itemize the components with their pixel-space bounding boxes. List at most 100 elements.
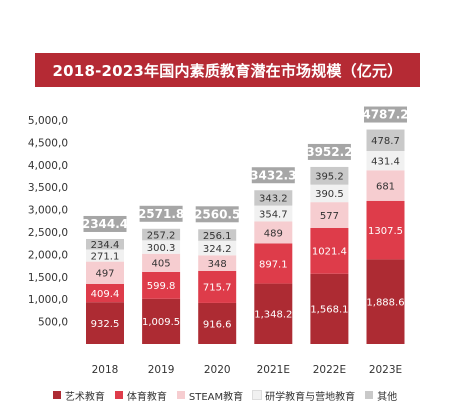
data-label: 409.4 bbox=[91, 289, 120, 300]
bar-segment bbox=[310, 184, 349, 203]
data-label: 405 bbox=[152, 259, 171, 270]
bar-segment bbox=[254, 221, 293, 244]
y-tick-label: 4,000,0 bbox=[28, 160, 68, 172]
legend-item: 体育教育 bbox=[114, 388, 167, 403]
total-label: 4787.2 bbox=[362, 108, 408, 122]
legend-label: 研学教育与营地教育 bbox=[265, 391, 356, 403]
bar-segment bbox=[254, 283, 293, 344]
data-label: 348 bbox=[208, 259, 227, 270]
data-label: 932.5 bbox=[91, 319, 120, 330]
data-label: 324.2 bbox=[203, 244, 232, 255]
x-tick-label: 2020 bbox=[204, 364, 231, 376]
legend-swatch bbox=[52, 391, 61, 399]
bar-segment bbox=[254, 205, 293, 222]
legend-item: 艺术教育 bbox=[52, 388, 105, 403]
bar-segment bbox=[366, 170, 405, 201]
bar-segment bbox=[142, 298, 181, 344]
bar-segment bbox=[86, 249, 124, 262]
x-tick-label: 2022E bbox=[313, 364, 346, 376]
bar-segment bbox=[86, 238, 124, 250]
total-label: 2560.5 bbox=[194, 207, 240, 221]
legend-item: 其他 bbox=[365, 388, 397, 403]
y-tick-label: 3,500,0 bbox=[28, 182, 68, 194]
legend-label: 其他 bbox=[377, 391, 398, 403]
legend-label: 艺术教育 bbox=[64, 391, 105, 403]
x-tick-label: 2018 bbox=[92, 364, 119, 376]
total-label-box bbox=[364, 106, 407, 123]
data-label: 1021.4 bbox=[312, 247, 347, 258]
total-label-box bbox=[195, 206, 239, 223]
y-tick-label: 1,500,0 bbox=[28, 272, 68, 284]
bar-segment bbox=[86, 283, 124, 303]
data-label: 478.7 bbox=[371, 136, 400, 147]
bar-segment bbox=[254, 190, 293, 206]
bar-segment bbox=[254, 243, 293, 284]
y-tick-label: 2,500,0 bbox=[28, 227, 68, 239]
data-label: 395.2 bbox=[315, 172, 344, 183]
legend-swatch bbox=[176, 391, 185, 399]
bar-segment bbox=[310, 227, 349, 274]
x-tick-label: 2021E bbox=[257, 364, 290, 376]
x-tick-label: 2019 bbox=[148, 364, 175, 376]
total-label-box bbox=[83, 215, 127, 232]
bar-segment bbox=[366, 129, 405, 151]
total-label-box bbox=[251, 167, 295, 184]
legend-swatch bbox=[365, 391, 374, 399]
data-label: 1,568.1 bbox=[310, 305, 348, 316]
data-label: 1,348.2 bbox=[254, 310, 292, 321]
bar-segment bbox=[198, 255, 237, 271]
total-label: 2344.4 bbox=[82, 217, 128, 231]
bar-segment bbox=[142, 253, 181, 272]
total-label: 3952.2 bbox=[306, 145, 352, 159]
bar-segment bbox=[86, 261, 124, 284]
legend-label: 体育教育 bbox=[126, 391, 167, 403]
data-label: 1,009.5 bbox=[142, 317, 180, 328]
total-label-box bbox=[139, 205, 183, 222]
data-label: 715.7 bbox=[203, 283, 232, 294]
legend-item: 研学教育与营地教育 bbox=[252, 388, 356, 403]
y-tick-label: 3,000,0 bbox=[28, 205, 68, 217]
legend-swatch bbox=[114, 391, 123, 399]
x-tick-label: 2023E bbox=[369, 364, 402, 376]
data-label: 897.1 bbox=[259, 259, 288, 270]
y-tick-label: 5,000,0 bbox=[28, 115, 68, 127]
bar-segment bbox=[198, 229, 237, 241]
total-label-box bbox=[307, 143, 351, 160]
data-label: 681 bbox=[376, 181, 395, 192]
bar-segment bbox=[198, 302, 237, 344]
legend-label: STEAM教育 bbox=[188, 391, 244, 403]
y-tick-label: 4,500,0 bbox=[28, 137, 68, 149]
data-label: 256.1 bbox=[203, 231, 232, 242]
bar-segment bbox=[142, 271, 181, 299]
data-label: 271.1 bbox=[91, 251, 120, 262]
data-label: 390.5 bbox=[315, 189, 344, 200]
bar-segment bbox=[366, 150, 405, 171]
bar-segment bbox=[310, 166, 349, 185]
data-label: 234.4 bbox=[91, 240, 120, 251]
legend-swatch bbox=[252, 390, 263, 400]
total-label: 3432.3 bbox=[250, 168, 296, 182]
bar-segment bbox=[142, 240, 181, 254]
total-label: 2571.8 bbox=[138, 207, 184, 221]
bar-segment bbox=[366, 259, 405, 344]
bar-segment bbox=[310, 202, 349, 228]
data-label: 257.2 bbox=[147, 230, 176, 241]
data-label: 489 bbox=[264, 228, 283, 239]
chart-title: 2018-2023年国内素质教育潜在市场规模（亿元） bbox=[35, 53, 420, 87]
data-label: 431.4 bbox=[371, 156, 400, 167]
data-label: 300.3 bbox=[147, 243, 176, 254]
data-label: 599.8 bbox=[147, 281, 176, 292]
data-label: 343.2 bbox=[259, 194, 288, 205]
bar-segment bbox=[310, 273, 349, 344]
data-label: 916.6 bbox=[203, 319, 232, 330]
y-tick-label: 2,000,0 bbox=[28, 249, 68, 261]
legend-item: STEAM教育 bbox=[176, 388, 244, 403]
data-label: 354.7 bbox=[259, 209, 288, 220]
data-label: 1307.5 bbox=[368, 226, 403, 237]
data-label: 1,888.6 bbox=[366, 297, 404, 308]
bar-segment bbox=[198, 270, 237, 303]
y-tick-label: 1,000,0 bbox=[28, 294, 68, 306]
bar-segment bbox=[86, 302, 124, 344]
